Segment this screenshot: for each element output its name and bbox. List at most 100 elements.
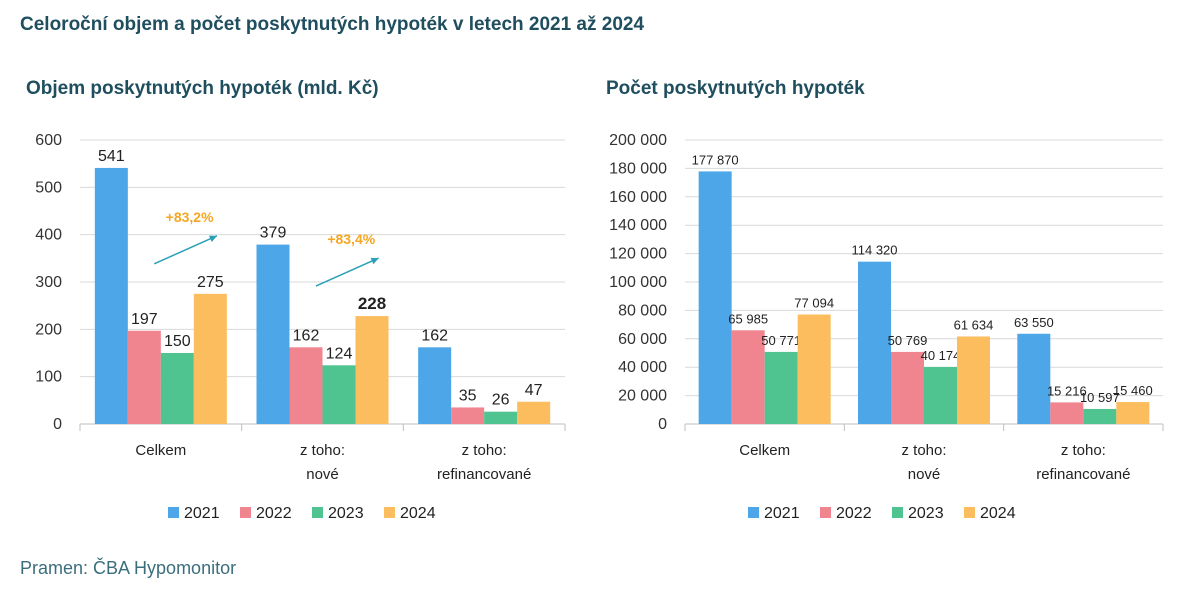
count-data-label: 77 094 <box>794 296 834 311</box>
volume-data-label: 26 <box>492 392 510 409</box>
count-data-label: 50 771 <box>761 333 801 348</box>
count-bar-2024 <box>1116 402 1150 424</box>
count-bar-2023 <box>1083 408 1117 424</box>
right-chart-title: Počet poskytnutých hypoték <box>606 78 865 99</box>
count-category-label: Celkem <box>739 442 790 459</box>
growth-annotation: +83,2% <box>166 209 214 225</box>
volume-category-label: z toho: <box>462 442 507 459</box>
count-bar-2022 <box>1050 402 1084 424</box>
count-bar-2023 <box>924 366 957 424</box>
count-y-tick-label: 100 000 <box>609 274 667 291</box>
count-bar-2023 <box>764 351 798 424</box>
count-legend-swatch-2024 <box>964 507 975 518</box>
volume-y-tick-label: 300 <box>35 274 62 291</box>
volume-bar-2023 <box>484 411 518 424</box>
volume-bar-2021 <box>94 167 128 424</box>
volume-data-label: 541 <box>98 148 125 165</box>
count-category-label: refinancované <box>1036 466 1130 483</box>
count-y-tick-label: 80 000 <box>618 302 667 319</box>
count-y-tick-label: 160 000 <box>609 189 667 206</box>
volume-legend-label: 2024 <box>400 505 436 522</box>
volume-y-tick-label: 600 <box>35 132 62 149</box>
volume-data-label: 162 <box>421 327 448 344</box>
count-bar-2022 <box>891 351 924 424</box>
volume-bar-2024 <box>193 293 227 424</box>
count-data-label: 15 460 <box>1113 383 1153 398</box>
count-y-tick-label: 60 000 <box>618 331 667 348</box>
source-note: Pramen: ČBA Hypomonitor <box>20 558 237 578</box>
count-data-label: 10 597 <box>1080 390 1120 405</box>
count-legend-swatch-2022 <box>820 507 831 518</box>
count-data-label: 15 216 <box>1047 383 1087 398</box>
count-y-tick-label: 20 000 <box>618 388 667 405</box>
volume-legend-label: 2021 <box>184 505 220 522</box>
volume-category-label: Celkem <box>135 442 186 459</box>
volume-bar-2021 <box>418 347 452 424</box>
count-data-label: 40 174 <box>921 348 961 363</box>
volume-y-tick-label: 200 <box>35 321 62 338</box>
count-bar-2021 <box>698 171 732 424</box>
count-y-tick-label: 180 000 <box>609 160 667 177</box>
page-title: Celoroční objem a počet poskytnutých hyp… <box>20 14 645 35</box>
count-y-tick-label: 120 000 <box>609 246 667 263</box>
count-bar-2024 <box>957 336 990 424</box>
count-data-label: 50 769 <box>888 333 928 348</box>
volume-bar-2023 <box>160 353 194 424</box>
count-bar-2022 <box>731 330 765 424</box>
volume-data-label: 379 <box>260 225 287 242</box>
left-chart-title: Objem poskytnutých hypoték (mld. Kč) <box>26 78 379 99</box>
volume-bar-2022 <box>451 407 485 424</box>
count-legend-swatch-2021 <box>748 507 759 518</box>
count-category-label: nové <box>908 466 941 483</box>
count-y-tick-label: 0 <box>658 416 667 433</box>
volume-legend-swatch-2023 <box>312 507 323 518</box>
volume-data-label: 35 <box>459 387 477 404</box>
count-y-tick-label: 200 000 <box>609 132 667 149</box>
volume-bar-2021 <box>256 244 290 424</box>
count-category-label: z toho: <box>1061 442 1106 459</box>
count-legend-swatch-2023 <box>892 507 903 518</box>
volume-bar-2023 <box>322 365 356 424</box>
volume-data-label: 47 <box>525 382 543 399</box>
growth-arrow-head <box>208 235 217 242</box>
volume-y-tick-label: 500 <box>35 179 62 196</box>
growth-annotation: +83,4% <box>327 231 375 247</box>
count-bar-2024 <box>797 314 831 424</box>
count-bar-2021 <box>1017 333 1051 424</box>
volume-bar-2022 <box>289 347 323 424</box>
volume-legend-label: 2023 <box>328 505 364 522</box>
growth-arrow-head <box>370 257 379 265</box>
volume-data-label: 275 <box>197 274 224 291</box>
count-data-label: 61 634 <box>954 317 994 332</box>
count-legend-label: 2023 <box>908 505 944 522</box>
count-data-label: 63 550 <box>1014 315 1054 330</box>
count-data-label: 65 985 <box>728 311 768 326</box>
volume-bar-2024 <box>517 401 551 424</box>
volume-data-label: 124 <box>326 345 353 362</box>
volume-legend-swatch-2021 <box>168 507 179 518</box>
count-category-label: z toho: <box>901 442 946 459</box>
volume-category-label: z toho: <box>300 442 345 459</box>
growth-arrow-line <box>315 257 379 287</box>
count-bar-2021 <box>858 261 891 424</box>
count-data-label: 177 870 <box>692 152 739 167</box>
volume-y-tick-label: 100 <box>35 369 62 386</box>
volume-data-label: 162 <box>293 327 320 344</box>
count-legend-label: 2022 <box>836 505 872 522</box>
volume-y-tick-label: 0 <box>53 416 62 433</box>
volume-data-label: 150 <box>164 333 191 350</box>
volume-legend-swatch-2024 <box>384 507 395 518</box>
volume-legend-swatch-2022 <box>240 507 251 518</box>
volume-data-label: 228 <box>358 294 386 313</box>
volume-bar-2022 <box>127 330 161 424</box>
volume-data-label: 197 <box>131 311 158 328</box>
count-legend-label: 2021 <box>764 505 800 522</box>
volume-y-tick-label: 400 <box>35 227 62 244</box>
volume-category-label: nové <box>306 466 339 483</box>
count-data-label: 114 320 <box>851 243 897 258</box>
count-y-tick-label: 140 000 <box>609 217 667 234</box>
volume-category-label: refinancované <box>437 466 531 483</box>
volume-legend-label: 2022 <box>256 505 292 522</box>
count-y-tick-label: 40 000 <box>618 359 667 376</box>
volume-bar-2024 <box>355 316 389 424</box>
